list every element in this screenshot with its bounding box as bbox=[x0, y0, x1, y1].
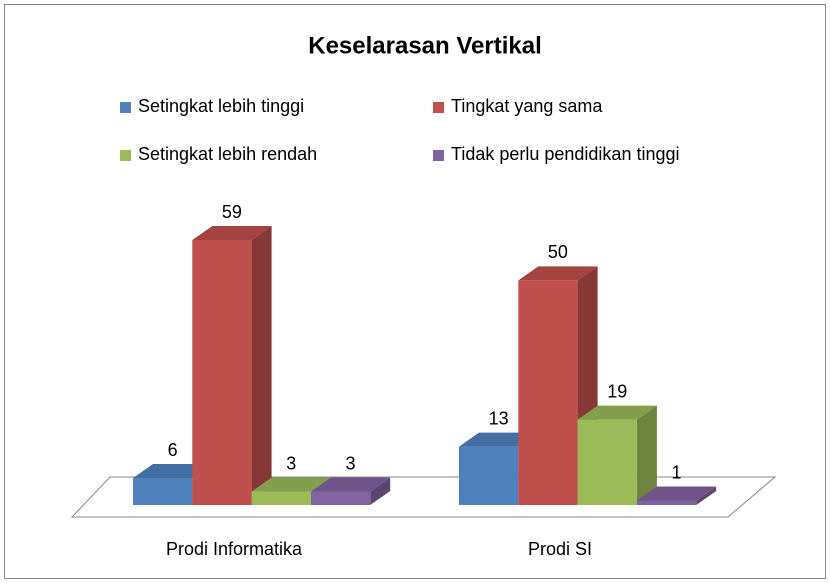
bar-face bbox=[133, 478, 193, 505]
bar-face bbox=[636, 500, 697, 505]
bar-face bbox=[310, 491, 371, 505]
chart-title: Keselarasan Vertikal bbox=[308, 32, 542, 59]
legend-label: Setingkat lebih tinggi bbox=[138, 96, 304, 116]
data-label: 3 bbox=[286, 453, 296, 473]
data-label: 59 bbox=[222, 202, 242, 222]
data-label: 1 bbox=[672, 462, 682, 482]
bar-face bbox=[577, 405, 657, 420]
bar-face bbox=[251, 491, 311, 505]
bar-face bbox=[459, 446, 519, 505]
bar-face bbox=[696, 486, 717, 505]
x-tick-label: Prodi SI bbox=[528, 539, 592, 559]
data-label: 13 bbox=[489, 408, 509, 428]
data-label: 50 bbox=[548, 242, 568, 262]
bar bbox=[192, 226, 272, 505]
legend-label: Tingkat yang sama bbox=[451, 96, 603, 116]
bar-face bbox=[518, 266, 598, 281]
bar-face bbox=[636, 486, 717, 501]
bar bbox=[577, 405, 657, 505]
bar-face bbox=[518, 280, 578, 505]
data-label: 6 bbox=[168, 440, 178, 460]
legend-swatch bbox=[120, 102, 131, 113]
bar-face bbox=[251, 477, 331, 492]
bar-face bbox=[251, 226, 272, 505]
bar-face bbox=[192, 240, 252, 505]
legend-label: Tidak perlu pendidikan tinggi bbox=[451, 144, 679, 164]
legend-swatch bbox=[120, 150, 131, 161]
data-label: 19 bbox=[607, 381, 627, 401]
bar-face bbox=[192, 226, 272, 240]
legend-swatch bbox=[433, 102, 444, 113]
x-tick-label: Prodi Informatika bbox=[166, 539, 303, 559]
bar bbox=[518, 266, 598, 505]
bar bbox=[636, 486, 717, 505]
bar-face bbox=[577, 419, 637, 505]
legend-label: Setingkat lebih rendah bbox=[138, 144, 317, 164]
data-label: 3 bbox=[346, 453, 356, 473]
bar-face bbox=[370, 477, 391, 505]
bar bbox=[310, 477, 391, 505]
bar-face bbox=[310, 477, 391, 492]
legend-swatch bbox=[433, 150, 444, 161]
bar-face bbox=[636, 405, 657, 505]
